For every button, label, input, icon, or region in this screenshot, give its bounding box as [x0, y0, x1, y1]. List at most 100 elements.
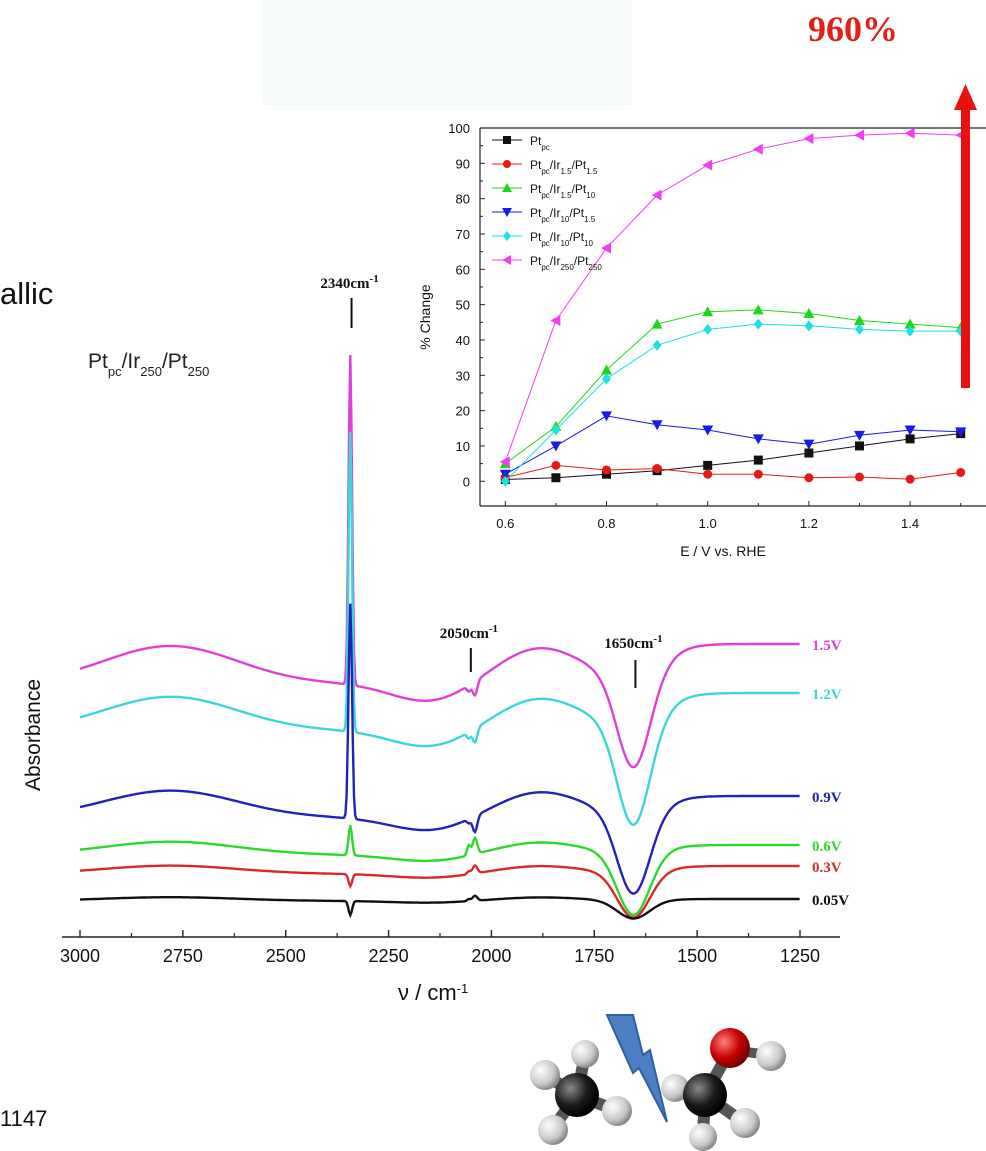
data-point — [703, 460, 713, 470]
data-point — [601, 411, 612, 422]
data-point — [703, 323, 713, 335]
legend-label: Ptpc/Ir10/Pt1.5 — [530, 206, 596, 224]
spectrum-label: 0.9V — [812, 790, 842, 806]
data-point — [803, 133, 814, 145]
inset-y-tick-label: 20 — [456, 404, 470, 419]
inset-x-tick-label: 0.6 — [496, 516, 514, 531]
data-point — [551, 460, 561, 470]
inset-x-tick-label: 1.4 — [901, 516, 919, 531]
data-point — [601, 364, 612, 375]
inset-y-tick-label: 100 — [448, 121, 470, 136]
data-point — [904, 425, 916, 436]
data-point — [753, 469, 763, 479]
inset-y-tick-label: 0 — [463, 474, 470, 489]
data-point — [803, 307, 815, 318]
inset-y-tick-label: 60 — [456, 262, 470, 277]
legend-entry: Ptpc/Ir10/Pt10 — [492, 230, 593, 248]
inset-series-line — [505, 415, 961, 475]
slide-title-fragment: allic — [0, 276, 54, 311]
data-point — [956, 467, 966, 477]
data-point — [702, 425, 714, 436]
inset-y-tick-label: 40 — [456, 333, 470, 348]
inset-y-tick-label: 30 — [456, 368, 470, 383]
data-point — [804, 473, 814, 483]
inset-y-tick-label: 70 — [456, 227, 470, 242]
data-point — [503, 136, 511, 144]
data-point — [854, 315, 865, 326]
methanol-molecule-icon — [530, 1014, 786, 1151]
data-point — [803, 439, 815, 450]
inset-background — [410, 120, 986, 578]
legend-entry: Ptpc/Ir10/Pt1.5 — [492, 206, 596, 224]
methyl-fragment — [530, 1040, 632, 1145]
data-point — [651, 189, 662, 201]
data-point — [651, 420, 663, 431]
inset-series — [500, 460, 966, 484]
inset-series-line — [505, 464, 961, 480]
arrow-head — [954, 84, 977, 110]
inset-x-tick-label: 1.2 — [800, 516, 818, 531]
legend-label: Ptpc/Ir1.5/Pt10 — [530, 182, 596, 200]
methanol-fragment — [661, 1028, 786, 1151]
legend-entry: Ptpc/Ir1.5/Pt1.5 — [492, 158, 598, 176]
peak-annotation: 2340cm-1 — [320, 273, 378, 292]
x-tick-label: 1250 — [780, 946, 820, 966]
legend-entry: Ptpc — [492, 134, 550, 152]
data-point — [502, 255, 511, 265]
spectrum-label: 0.6V — [812, 839, 842, 855]
inset-y-tick-label: 10 — [456, 439, 470, 454]
inset-chart: 0 10 20 30 40 50 60 70 80 90 100 0.6 0.8 1.0 1.2 1.4 E /… — [417, 121, 986, 559]
legend-label: Ptpc/Ir250/Pt250 — [530, 254, 602, 272]
data-point — [702, 159, 713, 171]
increase-arrow-icon — [954, 84, 977, 388]
inset-series — [499, 304, 967, 469]
spectrum-label: 0.3V — [812, 860, 842, 876]
inset-layer: 0 10 20 30 40 50 60 70 80 90 100 0.6 0.8 1.0 1.2 1.4 E /… — [417, 121, 986, 559]
inset-y-tick-label: 50 — [456, 298, 470, 313]
data-point — [602, 373, 611, 385]
inset-series-line — [504, 323, 961, 482]
legend-entry: Ptpc/Ir1.5/Pt10 — [492, 182, 596, 200]
inset-y-tick-label: 90 — [456, 156, 470, 171]
data-point — [752, 434, 764, 445]
legend-label: Ptpc/Ir10/Pt10 — [530, 230, 593, 248]
spectrum-label: 0.05V — [812, 893, 849, 909]
data-point — [804, 448, 814, 458]
data-point — [752, 143, 763, 155]
x-tick-label: 1500 — [677, 946, 717, 966]
x-tick-label: 3000 — [60, 946, 100, 966]
bolt-icon — [605, 1014, 668, 1123]
data-point — [503, 160, 511, 168]
spectrum-label: 1.2V — [812, 687, 842, 703]
inset-series — [499, 411, 967, 480]
data-point — [905, 325, 915, 337]
data-point — [753, 455, 763, 465]
legend-label: Ptpc — [530, 134, 550, 152]
x-tick-label: 1750 — [574, 946, 614, 966]
inset-series-line — [504, 132, 961, 462]
data-point — [502, 208, 512, 217]
reference-fragment: 1147 — [0, 1106, 48, 1131]
data-point — [550, 441, 562, 452]
peak-annotation: 2050cm-1 — [440, 623, 498, 642]
data-point — [601, 242, 611, 254]
data-point — [550, 315, 561, 327]
data-point — [955, 427, 967, 438]
y-axis-label: Absorbance — [22, 679, 45, 791]
inset-y-tick-label: 80 — [456, 192, 470, 207]
data-point — [651, 318, 663, 329]
inset-series-line — [505, 309, 961, 465]
data-point — [551, 473, 561, 483]
data-point — [500, 475, 510, 487]
data-point — [855, 441, 864, 451]
data-point — [499, 456, 510, 468]
inset-x-tick-label: 0.8 — [597, 516, 615, 531]
inset-x-axis-label: E / V vs. RHE — [680, 543, 766, 559]
data-point — [905, 474, 915, 484]
data-point — [904, 318, 916, 329]
data-point — [652, 464, 662, 474]
data-point — [855, 323, 864, 335]
data-point — [905, 434, 915, 444]
data-point — [753, 318, 763, 330]
legend-label: Ptpc/Ir1.5/Pt1.5 — [530, 158, 598, 176]
